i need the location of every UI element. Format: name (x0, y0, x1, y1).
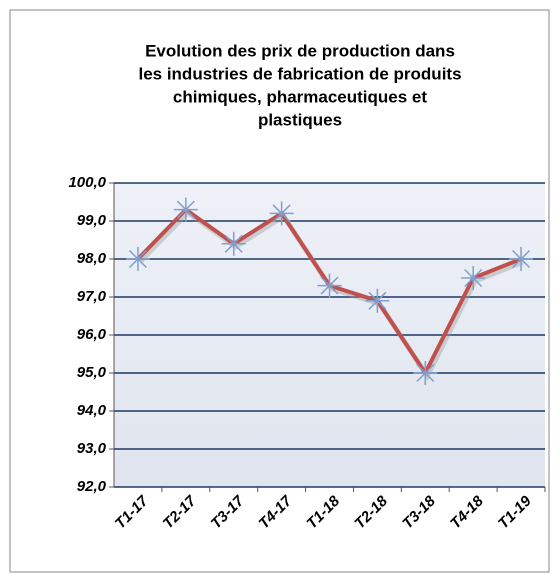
marker (269, 201, 294, 226)
y-tick-label: 96,0 (77, 326, 107, 343)
marker (365, 288, 390, 313)
marker (125, 247, 150, 271)
chart-title: les industries de fabrication de produit… (138, 64, 461, 83)
marker (461, 266, 486, 290)
marker (509, 247, 534, 271)
marker-arm (176, 200, 195, 219)
y-tick-label: 93,0 (77, 440, 107, 457)
marker-arm (416, 363, 435, 383)
y-tick-label: 99,0 (77, 212, 107, 229)
y-tick-label: 95,0 (77, 364, 107, 381)
marker-arm (272, 204, 291, 223)
marker-arm (368, 291, 387, 310)
marker-arm (320, 276, 339, 295)
marker-arm (128, 249, 147, 269)
marker (173, 197, 198, 222)
marker-arm (512, 249, 531, 269)
chart-title: Evolution des prix de production dans (145, 41, 455, 60)
y-tick-label: 94,0 (77, 402, 107, 419)
y-tick-label: 97,0 (77, 288, 107, 305)
y-tick-label: 100,0 (68, 174, 106, 191)
y-tick-label: 98,0 (77, 250, 107, 267)
marker-arm (224, 234, 243, 253)
marker-arm (464, 268, 483, 288)
marker (413, 361, 438, 385)
y-tick-label: 92,0 (77, 478, 107, 495)
marker (221, 231, 246, 256)
chart-title: chimiques, pharmaceutiques et (173, 87, 427, 106)
chart-title: plastiques (258, 110, 342, 129)
marker (317, 273, 342, 298)
